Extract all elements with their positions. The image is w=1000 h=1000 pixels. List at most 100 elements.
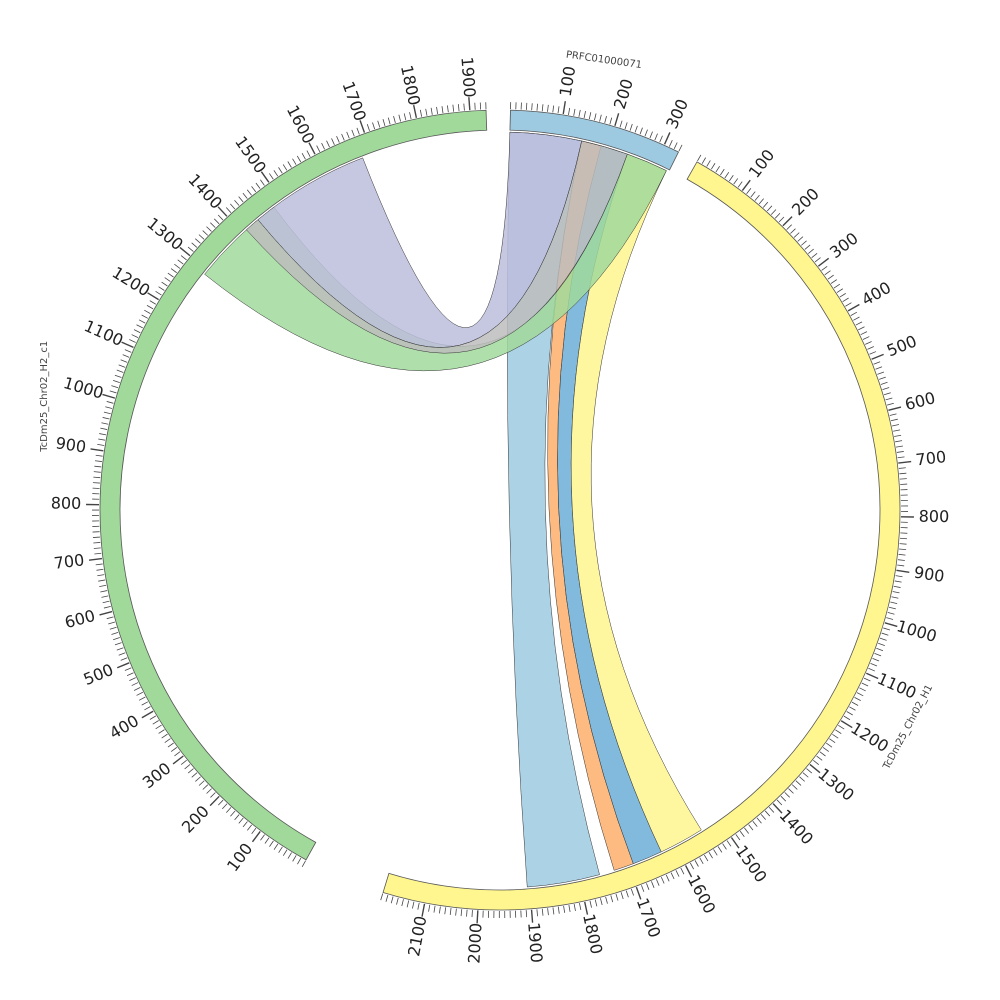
minor-tick: [234, 814, 240, 821]
minor-tick: [768, 806, 775, 813]
minor-tick: [198, 780, 205, 786]
major-tick: [635, 886, 642, 900]
minor-tick: [897, 559, 905, 561]
minor-tick: [195, 776, 201, 782]
minor-tick: [106, 401, 114, 404]
minor-tick: [177, 259, 184, 265]
minor-tick: [843, 715, 851, 721]
minor-tick: [95, 454, 103, 457]
link-ribbon-3[interactable]: [570, 153, 702, 853]
minor-tick: [799, 776, 805, 782]
minor-tick: [97, 443, 105, 446]
minor-tick: [896, 451, 904, 453]
minor-tick: [895, 440, 903, 443]
ideogram-h1[interactable]: [382, 161, 901, 911]
minor-tick: [557, 106, 560, 114]
minor-tick: [589, 900, 592, 908]
ticks-layer: [86, 97, 914, 924]
minor-tick: [260, 834, 265, 841]
major-tick: [663, 132, 671, 145]
minor-tick: [624, 122, 628, 130]
minor-tick: [98, 438, 106, 441]
minor-tick: [873, 361, 881, 365]
tick-label-h2: 400: [106, 711, 142, 743]
minor-tick: [859, 687, 866, 692]
minor-tick: [202, 230, 209, 236]
minor-tick: [138, 696, 146, 701]
minor-tick: [893, 585, 901, 588]
minor-tick: [198, 234, 205, 240]
minor-tick: [390, 896, 394, 904]
minor-tick: [766, 205, 773, 212]
minor-tick: [821, 265, 828, 271]
minor-tick: [883, 392, 891, 396]
minor-tick: [180, 759, 187, 765]
minor-tick: [791, 784, 798, 790]
minor-tick: [269, 173, 274, 180]
minor-tick: [191, 242, 198, 248]
minor-tick: [748, 824, 754, 831]
major-tick: [809, 763, 821, 774]
minor-tick: [797, 236, 804, 242]
minor-tick: [853, 316, 860, 321]
tick-label-h1: 1800: [579, 912, 606, 956]
minor-tick: [883, 627, 891, 631]
minor-tick: [138, 319, 146, 324]
minor-tick: [878, 642, 885, 646]
tick-label-h1: 1200: [847, 718, 892, 756]
minor-tick: [164, 738, 171, 743]
minor-tick: [795, 780, 802, 786]
minor-tick: [247, 824, 252, 831]
minor-tick: [891, 596, 899, 599]
minor-tick: [167, 272, 174, 278]
minor-tick: [583, 110, 586, 119]
minor-tick: [897, 456, 905, 459]
tick-label-h1: 1700: [633, 895, 665, 940]
minor-tick: [441, 106, 444, 114]
minor-tick: [409, 112, 412, 120]
minor-tick: [894, 434, 902, 437]
tick-label-h2: 1200: [109, 263, 154, 301]
minor-tick: [898, 553, 906, 556]
labels-layer: 100 2003001002003004005006007008009001000…: [39, 50, 949, 965]
minor-tick: [382, 119, 386, 126]
minor-tick: [158, 729, 165, 734]
minor-tick: [184, 764, 191, 770]
minor-tick: [651, 881, 655, 888]
minor-tick: [846, 711, 853, 716]
minor-tick: [419, 109, 423, 117]
minor-tick: [861, 682, 869, 687]
minor-tick: [372, 122, 376, 130]
minor-tick: [191, 772, 198, 778]
minor-tick: [264, 837, 270, 844]
minor-tick: [770, 209, 777, 215]
minor-tick: [174, 263, 181, 269]
ideogram-prfc[interactable]: [509, 109, 680, 171]
minor-tick: [144, 706, 151, 711]
minor-tick: [850, 311, 858, 316]
major-tick: [147, 292, 159, 301]
tick-label-h2: 1100: [81, 316, 126, 350]
minor-tick: [96, 568, 104, 571]
minor-tick: [858, 326, 865, 331]
minor-tick: [297, 857, 302, 865]
minor-tick: [778, 216, 785, 223]
minor-tick: [406, 900, 410, 908]
ideogram-h2[interactable]: [99, 109, 488, 861]
major-tick: [772, 803, 783, 814]
tick-label-prfc: 300: [662, 96, 692, 132]
minor-tick: [251, 186, 257, 193]
minor-tick: [862, 336, 870, 340]
minor-tick: [620, 892, 624, 900]
major-tick: [412, 104, 418, 118]
minor-tick: [536, 103, 538, 111]
major-tick: [730, 837, 740, 849]
major-tick: [817, 257, 830, 267]
minor-tick: [447, 105, 449, 113]
minor-tick: [802, 772, 809, 778]
tick-label-h1: 1400: [776, 806, 818, 849]
minor-tick: [547, 908, 549, 916]
tick-label-h2: 1800: [397, 63, 424, 107]
link-ribbon-6[interactable]: [246, 140, 628, 354]
minor-tick: [819, 751, 826, 757]
